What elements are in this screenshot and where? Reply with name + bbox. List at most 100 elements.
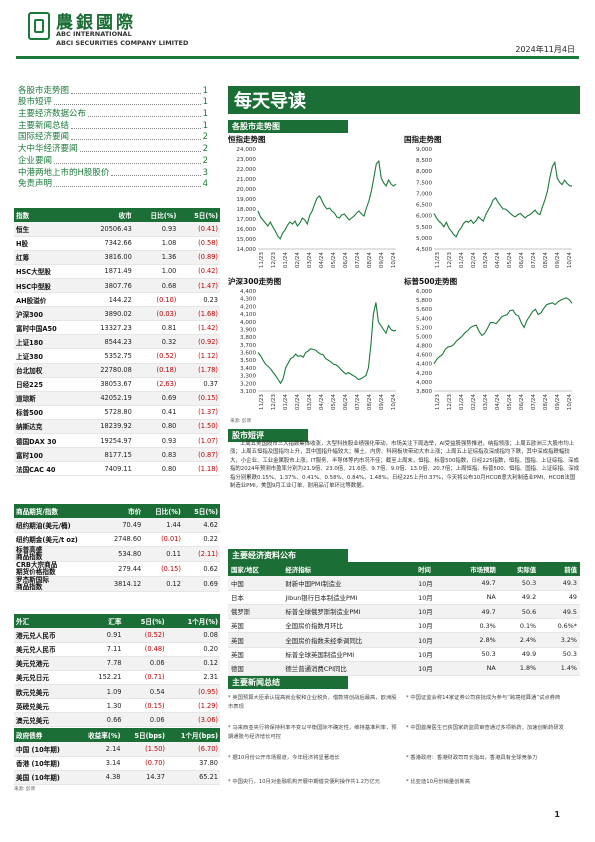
table-cell: 20506.43 (80, 222, 134, 237)
table-cell: 0.11 (143, 546, 183, 562)
toc-label: 各股市走势图 (18, 85, 70, 96)
table-row: CRB大宗商品 期货价格指数 279.44 (0.15) 0.62 (14, 561, 220, 577)
toc-item[interactable]: 国际经济要闻 2 (18, 131, 208, 142)
table-row: 道琼斯 42052.19 0.69 (0.15) (14, 391, 220, 406)
charts-section-title: 各股市走势图 (228, 120, 348, 133)
toc-item[interactable]: 股市短评 1 (18, 96, 208, 107)
y-tick-label: 5,800 (416, 298, 432, 304)
table-cell: HSC中型股 (14, 278, 81, 294)
x-tick-label: 03/24 (483, 394, 489, 411)
x-tick-label: 03/24 (307, 252, 313, 269)
page-number: 1 (554, 810, 560, 819)
toc-leader (54, 186, 201, 188)
x-tick-label: 11/23 (259, 252, 265, 269)
toc-label: 中港两地上市的H股股价 (18, 167, 110, 178)
table-cell: (0.70) (122, 756, 167, 771)
toc-page: 2 (202, 144, 208, 155)
table-cell: 富时100 (14, 447, 81, 463)
news-item: * 香港政府：香港财政司司长指出，香港具有全球竞争力 (406, 755, 538, 761)
table-cell: 279.44 (101, 561, 144, 577)
y-tick-label: 8,500 (416, 158, 432, 164)
company-logo (28, 12, 50, 40)
table-cell: 3.2% (539, 632, 580, 648)
table-cell: 0.54 (123, 684, 167, 700)
table-cell: H股 (14, 236, 81, 251)
table-row: AH股溢价 144.22 (0.10) 0.23 (14, 292, 220, 308)
x-tick-label: 07/24 (531, 252, 537, 269)
x-tick-label: 12/23 (271, 394, 277, 411)
news-item: * 中国证监会称14家证券公司获批成为参与“跨境结算通”试点券商 (406, 695, 561, 701)
table-cell: NA (448, 661, 499, 677)
y-tick-label: 4,400 (240, 289, 256, 295)
column-header: 汇率 (81, 614, 124, 629)
table-cell: (1.68) (178, 306, 220, 322)
y-tick-label: 5,000 (416, 334, 432, 340)
table-row: 日经225 38053.67 (2.63) 0.37 (14, 377, 220, 392)
table-cell: (1.07) (178, 433, 220, 449)
toc-item[interactable]: 中港两地上市的H股股价 3 (18, 166, 208, 178)
table-cell: AH股溢价 (14, 292, 81, 308)
toc-item[interactable]: 大中华经济要闻 2 (18, 142, 208, 154)
table-cell: 0.6%* (539, 618, 580, 634)
table-cell: 0.68 (133, 278, 179, 294)
table-cell: (2.11) (182, 546, 220, 562)
y-tick-label: 5,400 (416, 316, 432, 322)
y-tick-label: 3,800 (240, 335, 256, 341)
table-cell: (1.12) (178, 348, 220, 364)
table-cell: (1.18) (178, 461, 220, 477)
series-line (433, 297, 573, 364)
x-tick-label: 06/24 (343, 394, 349, 411)
toc-leader (88, 116, 201, 118)
bond-table: 政府债券 收益率(%) 5日(bps) 1个月(bps) 中国 (10年期) 2.14 (1… (14, 728, 220, 792)
table-cell: 10月 (415, 590, 449, 606)
table-cell: 4.38 (75, 770, 123, 785)
table-row: 红筹 3816.00 1.36 (0.89) (14, 250, 220, 265)
line-chart: 6,000 5,800 5,600 5,400 5,200 5,000 4,800 4,600… (416, 289, 573, 411)
fx-table: 外汇 汇率 5日(%) 1个月(%) 港元兑人民币 0.91 (0.52) 0.08 美元兑人民… (14, 614, 220, 728)
table-cell: 道琼斯 (14, 391, 81, 406)
table-row: 英国 全国房价指数未经季调同比 10月 2.8% 2.4% 3.2% (228, 632, 580, 648)
table-cell: (0.03) (133, 306, 179, 322)
chart-title: 沪深300走势图 (228, 277, 282, 286)
table-cell: 10月 (415, 576, 449, 591)
table-cell: (1.47) (178, 278, 220, 294)
table-cell: (0.58) (178, 236, 220, 251)
chart-panel: 恒指走势图 24,000 23,000 22,000 21,000 20,000 19,00… (228, 134, 402, 274)
table-cell: 0.1% (498, 618, 540, 634)
table-cell: 0.80 (133, 419, 179, 435)
table-cell: (1.50) (178, 419, 220, 435)
column-header: 市场预期 (448, 562, 499, 577)
table-row: 纳斯达克 18239.92 0.80 (1.50) (14, 419, 220, 435)
toc-item[interactable]: 主要经济数据公布 1 (18, 107, 208, 119)
y-tick-label: 3,100 (240, 389, 256, 395)
toc-item[interactable]: 企业要闻 2 (18, 154, 208, 166)
table-cell: 2.4% (498, 632, 540, 648)
toc-item[interactable]: 主要新闻总结 1 (18, 119, 208, 131)
toc-item[interactable]: 各股市走势图 1 (18, 84, 208, 96)
table-cell: 65.21 (166, 770, 220, 785)
x-tick-label: 12/23 (447, 252, 453, 269)
toc-label: 主要新闻总结 (18, 120, 70, 131)
y-tick-label: 18,000 (236, 207, 256, 213)
series-line (257, 302, 397, 385)
table-cell: (0.41) (178, 222, 220, 237)
table-cell: (6.70) (166, 742, 220, 757)
x-tick-label: 07/24 (531, 394, 537, 411)
table-row: 恒生 20506.43 0.93 (0.41) (14, 222, 220, 237)
chart-panel: 标普500走势图 6,000 5,800 5,600 5,400 5,200 5,000 4,… (404, 276, 578, 416)
table-cell: 49.3 (539, 576, 580, 591)
y-tick-label: 23,000 (236, 157, 256, 163)
table-row: 台北加权 22780.08 (0.18) (1.78) (14, 363, 220, 378)
toc-item[interactable]: 免责声明 4 (18, 178, 208, 189)
table-cell: 49.7 (448, 604, 499, 620)
table-cell: 49 (539, 590, 580, 606)
y-tick-label: 21,000 (236, 177, 256, 183)
x-tick-label: 08/24 (367, 252, 373, 269)
x-tick-label: 01/24 (459, 394, 465, 411)
x-tick-label: 03/24 (483, 252, 489, 269)
econ-section-title: 主要经济资料公布 (228, 549, 348, 562)
table-cell: (3.06) (166, 712, 220, 728)
table-row: 美元兑日元 152.21 (0.71) 2.31 (14, 670, 220, 685)
x-tick-label: 02/24 (471, 252, 477, 269)
news-item: * 据10月份公开市场报道，今年经济将显著增长 (228, 755, 340, 761)
